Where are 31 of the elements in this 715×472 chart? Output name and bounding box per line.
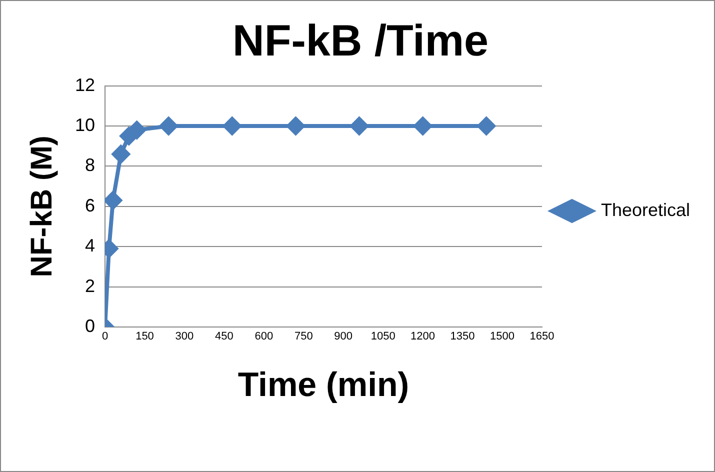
x-tick-label: 1050 (370, 330, 396, 343)
y-tick-label: 10 (74, 114, 96, 135)
x-tick-label: 150 (136, 330, 154, 343)
point (350, 117, 368, 135)
chart-title: NF-kB /Time (232, 16, 488, 66)
point (414, 117, 432, 135)
x-tick-label: 1350 (450, 330, 475, 343)
x-tick-label: 1650 (530, 330, 554, 343)
y-tick-label: 6 (85, 195, 96, 216)
point (105, 191, 122, 210)
y-tick-label: 4 (85, 236, 96, 256)
y-axis-title: NF-kB (M) (25, 136, 58, 278)
point (223, 117, 242, 135)
point (128, 121, 146, 140)
point (112, 145, 130, 164)
x-tick-label: 900 (334, 330, 353, 343)
x-tick-label: 1200 (410, 330, 436, 343)
y-tick-label: 12 (74, 74, 96, 95)
point (286, 117, 305, 135)
y-tick-label: 2 (85, 276, 96, 296)
point (477, 117, 496, 135)
x-tick-label: 300 (175, 330, 194, 343)
point (160, 117, 178, 135)
x-tick-label: 750 (294, 330, 313, 343)
x-tick-label: 1500 (490, 330, 514, 343)
x-axis-title: Time (min) (238, 366, 410, 404)
x-tick-label: 600 (254, 330, 274, 343)
x-tick-label: 450 (215, 330, 234, 343)
x-tick-label: 0 (102, 330, 108, 343)
y-tick-label: 8 (85, 155, 96, 176)
legend-label: Theoretical (600, 200, 690, 220)
